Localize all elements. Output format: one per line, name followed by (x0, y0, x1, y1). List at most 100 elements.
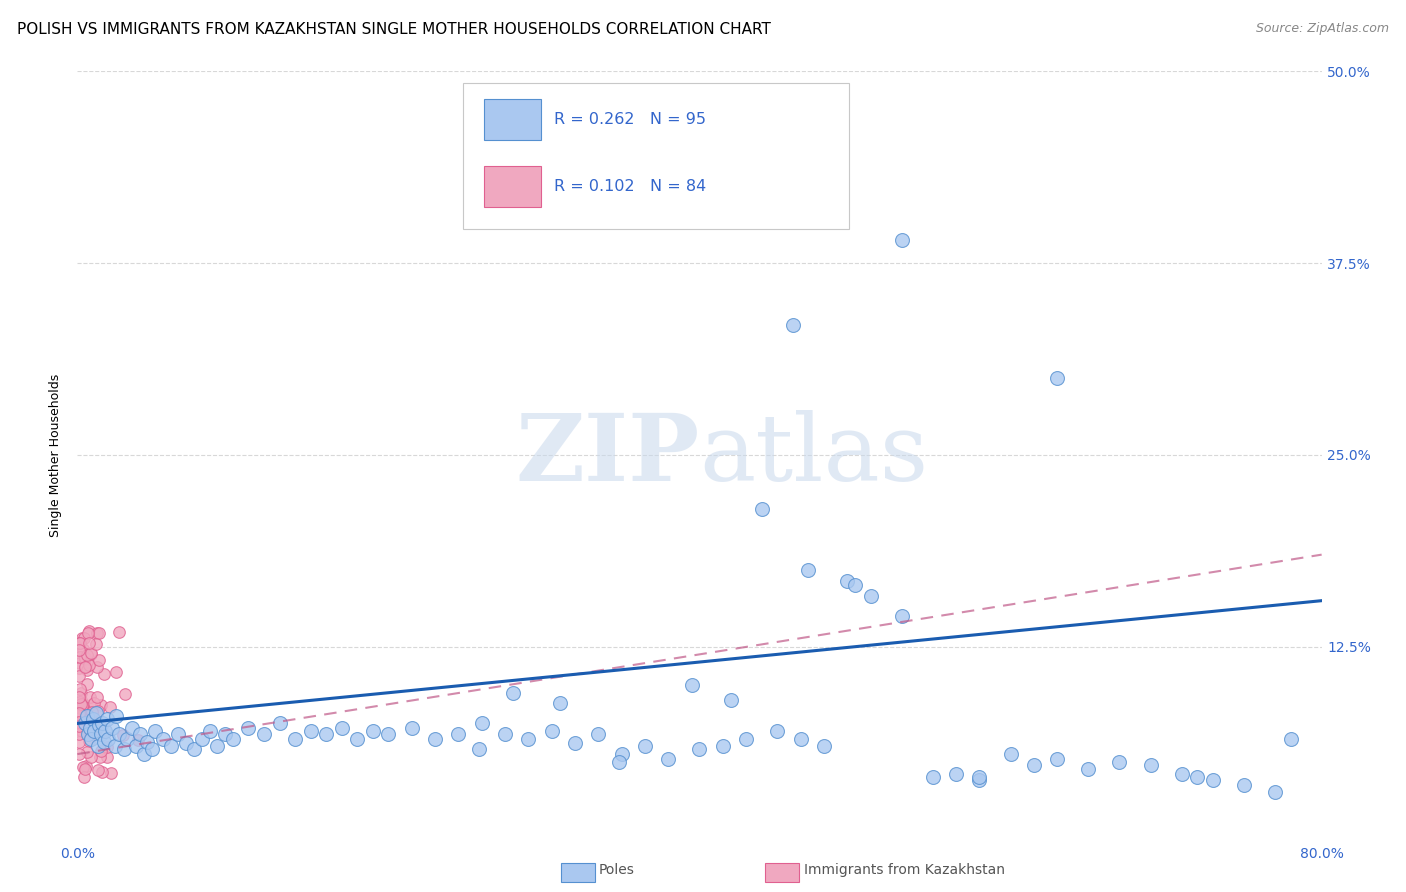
Point (77, 728, 100, 742)
Point (67, 719, 90, 733)
Point (73, 715, 96, 730)
Point (77, 734, 100, 748)
Point (969, 770, 991, 784)
Point (969, 773, 991, 788)
Point (115, 731, 138, 746)
Point (494, 727, 516, 741)
Point (91, 716, 114, 731)
Point (76, 677, 98, 691)
Point (447, 727, 470, 741)
Point (112, 728, 135, 742)
Point (548, 697, 571, 711)
Point (73, 705, 96, 719)
Point (86, 660, 108, 674)
Point (1022, 757, 1045, 772)
Point (72, 641, 94, 656)
Point (76, 663, 98, 677)
Point (67, 747, 90, 761)
Point (198, 724, 221, 739)
Point (789, 731, 811, 746)
Point (83, 696, 105, 710)
Point (844, 578, 866, 592)
Text: Immigrants from Kazakhstan: Immigrants from Kazakhstan (804, 863, 1005, 877)
Point (128, 727, 150, 741)
Point (70, 699, 93, 714)
Point (945, 767, 967, 781)
Point (214, 727, 236, 741)
Point (423, 731, 446, 746)
Point (859, 589, 882, 603)
FancyBboxPatch shape (463, 83, 849, 228)
Point (67, 723, 90, 737)
Point (67, 706, 90, 720)
Point (80, 749, 103, 764)
Point (174, 736, 197, 750)
Text: atlas: atlas (700, 410, 929, 500)
Point (84, 706, 107, 720)
Point (67, 714, 90, 729)
Text: ZIP: ZIP (515, 410, 700, 500)
Point (921, 770, 943, 784)
Point (105, 665, 128, 680)
Point (607, 755, 630, 769)
Point (67, 642, 90, 657)
Point (502, 686, 524, 700)
Point (377, 727, 399, 741)
Point (299, 724, 322, 739)
Point (766, 724, 789, 739)
Point (67, 735, 90, 749)
Point (70, 697, 93, 711)
Point (517, 731, 540, 746)
Point (70, 724, 93, 739)
Point (1233, 778, 1256, 792)
Point (330, 721, 353, 735)
Point (76, 655, 98, 669)
Point (401, 721, 423, 735)
Point (94, 724, 117, 739)
Point (610, 747, 633, 761)
Point (689, 742, 711, 756)
Point (1108, 755, 1130, 769)
Point (77, 636, 100, 650)
Point (681, 678, 703, 692)
Point (471, 716, 494, 731)
Point (70, 693, 93, 707)
Point (67, 636, 90, 650)
Point (890, 609, 912, 624)
Point (77, 658, 100, 673)
Point (69, 706, 91, 721)
Point (1077, 763, 1099, 777)
Point (346, 731, 368, 746)
Text: Source: ZipAtlas.com: Source: ZipAtlas.com (1256, 22, 1389, 36)
Point (69, 695, 91, 709)
Point (69, 681, 91, 696)
Point (97, 731, 120, 746)
Point (73, 651, 96, 665)
Point (159, 739, 181, 754)
Text: R = 0.102   N = 84: R = 0.102 N = 84 (554, 179, 706, 194)
Point (108, 727, 131, 741)
Point (67, 727, 90, 741)
Point (1264, 785, 1286, 799)
Point (96, 749, 118, 764)
Point (80, 731, 103, 746)
Point (76, 745, 98, 759)
Point (467, 742, 489, 756)
Point (112, 742, 135, 756)
Point (67, 650, 90, 665)
Point (93, 666, 115, 681)
Point (167, 727, 190, 741)
Point (127, 733, 149, 747)
Point (361, 724, 384, 739)
Point (100, 766, 122, 780)
FancyBboxPatch shape (484, 166, 541, 207)
Point (73, 659, 96, 673)
Point (77, 727, 100, 741)
Point (87, 705, 110, 719)
Point (634, 739, 657, 754)
Point (1046, 752, 1069, 766)
Point (1139, 757, 1161, 772)
Point (136, 735, 159, 749)
Text: Poles: Poles (599, 863, 636, 877)
Point (828, 126, 851, 140)
